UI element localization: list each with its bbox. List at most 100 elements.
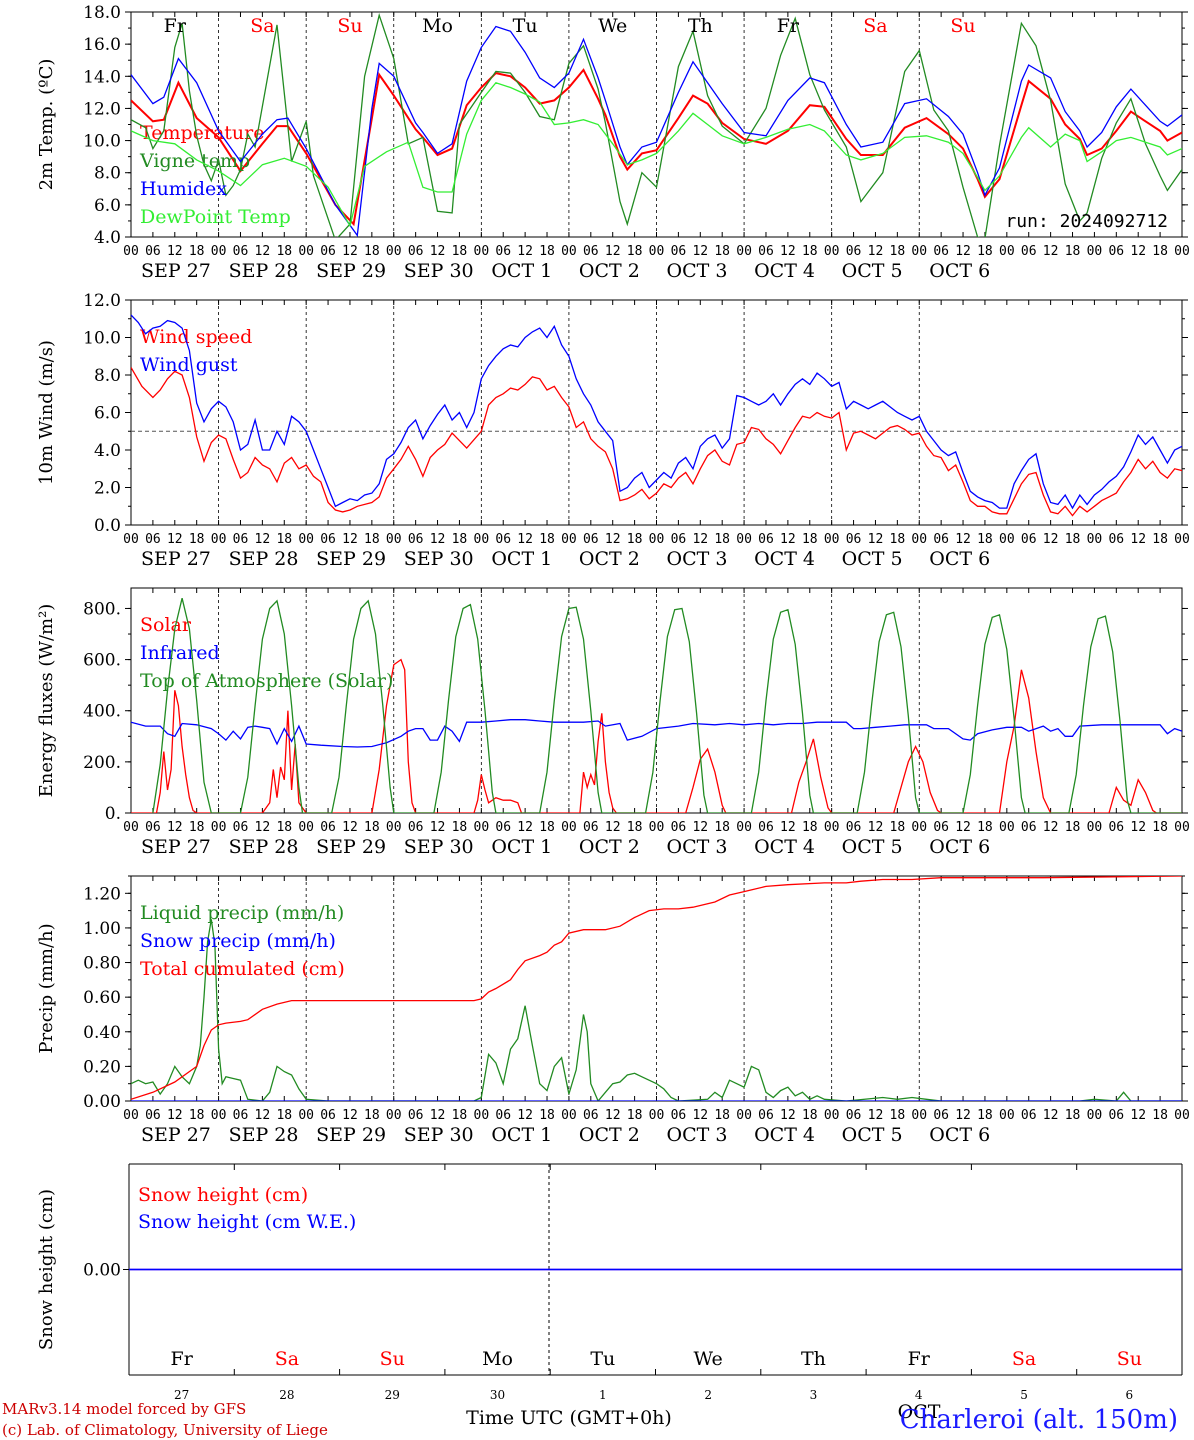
hour-tick-label: 18 (627, 532, 643, 547)
hour-tick-label: 12 (1130, 820, 1146, 835)
hour-tick-label: 00 (1087, 820, 1103, 835)
date-label: SEP 29 (316, 260, 386, 282)
hour-tick-label: 00 (474, 1108, 490, 1123)
hour-tick-label: 06 (583, 532, 599, 547)
series-top-of-atmosphere-solar-line (152, 598, 1182, 813)
day-abbr: Mo (482, 1348, 513, 1370)
hour-tick-label: 18 (890, 1108, 906, 1123)
hour-tick-label: 18 (890, 820, 906, 835)
day-abbr: Fr (171, 1348, 194, 1370)
hour-tick-label: 06 (495, 244, 511, 259)
hour-tick-label: 00 (824, 820, 840, 835)
hour-tick-label: 00 (123, 532, 139, 547)
hour-tick-label: 06 (846, 244, 862, 259)
hour-tick-label: 18 (627, 820, 643, 835)
y-tick-label: 0. (105, 804, 121, 824)
hour-tick-label: 18 (452, 532, 468, 547)
y-tick-label: 10.0 (83, 329, 121, 349)
y-tick-label: 800. (83, 599, 121, 619)
hour-tick-label: 18 (977, 820, 993, 835)
day-abbr: We (598, 15, 627, 37)
hour-tick-label: 00 (1174, 532, 1190, 547)
hour-tick-label: 00 (1174, 820, 1190, 835)
hour-tick-label: 00 (911, 532, 927, 547)
hour-tick-label: 12 (1130, 244, 1146, 259)
date-label: SEP 27 (141, 260, 211, 282)
day-abbr: Fr (164, 15, 187, 37)
hour-tick-label: 18 (276, 820, 292, 835)
hour-tick-label: 00 (386, 532, 402, 547)
series-dewpoint-temp-line (131, 81, 1182, 228)
hour-tick-label: 00 (736, 244, 752, 259)
day-number: 1 (599, 1388, 607, 1402)
day-number: 28 (279, 1388, 294, 1402)
hour-tick-label: 06 (933, 532, 949, 547)
hour-tick-label: 12 (605, 1108, 621, 1123)
y-tick-label: 0.40 (83, 1023, 121, 1043)
hour-tick-label: 06 (320, 532, 336, 547)
y-tick-label: 0.00 (83, 1261, 121, 1281)
hour-tick-label: 06 (145, 820, 161, 835)
legend-entry: Liquid precip (mm/h) (140, 902, 344, 924)
hour-tick-label: 18 (714, 820, 730, 835)
hour-tick-label: 00 (649, 1108, 665, 1123)
hour-tick-label: 12 (868, 820, 884, 835)
date-label: SEP 29 (316, 1124, 386, 1146)
hour-tick-label: 06 (846, 532, 862, 547)
hour-tick-label: 18 (802, 1108, 818, 1123)
y-tick-label: 2.0 (94, 479, 121, 499)
date-label: SEP 28 (229, 548, 299, 570)
hour-tick-label: 12 (780, 244, 796, 259)
y-axis-label: 10m Wind (m/s) (36, 340, 57, 485)
y-tick-label: 1.20 (83, 884, 121, 904)
legend-entry: Top of Atmosphere (Solar) (140, 670, 393, 692)
hour-tick-label: 00 (298, 532, 314, 547)
hour-tick-label: 00 (123, 1108, 139, 1123)
day-abbr: Fr (908, 1348, 931, 1370)
date-label: OCT 6 (929, 260, 990, 282)
panel-3: 00 06 12 18 00 06 12 18 00 06 12 18 00 06 12 18 00 06 12 18… (36, 587, 1190, 858)
y-tick-label: 18.0 (83, 3, 121, 23)
hour-tick-label: 12 (517, 1108, 533, 1123)
hour-tick-label: 06 (933, 820, 949, 835)
date-label: SEP 27 (141, 1124, 211, 1146)
hour-tick-label: 06 (495, 820, 511, 835)
day-abbr: Tu (590, 1348, 615, 1370)
hour-tick-label: 00 (123, 820, 139, 835)
hour-tick-label: 12 (255, 1108, 271, 1123)
hour-tick-label: 18 (539, 244, 555, 259)
hour-tick-label: 18 (452, 244, 468, 259)
hour-tick-label: 00 (211, 244, 227, 259)
date-label: OCT 4 (754, 260, 815, 282)
hour-tick-label: 00 (736, 820, 752, 835)
hour-tick-label: 12 (430, 244, 446, 259)
hour-tick-label: 12 (1043, 244, 1059, 259)
hour-tick-label: 18 (802, 820, 818, 835)
date-label: SEP 29 (316, 836, 386, 858)
day-number: 2 (704, 1388, 712, 1402)
date-label: OCT 2 (579, 836, 640, 858)
hour-tick-label: 06 (145, 244, 161, 259)
date-label: OCT 1 (491, 836, 552, 858)
hour-tick-label: 06 (846, 820, 862, 835)
hour-tick-label: 18 (539, 1108, 555, 1123)
lab-credit: (c) Lab. of Climatology, University of L… (2, 1421, 328, 1439)
hour-tick-label: 00 (649, 820, 665, 835)
hour-tick-label: 06 (408, 532, 424, 547)
day-number: 30 (490, 1388, 505, 1402)
y-tick-label: 12.0 (83, 99, 121, 119)
date-label: SEP 28 (229, 836, 299, 858)
hour-tick-label: 18 (890, 532, 906, 547)
day-number: 4 (915, 1388, 923, 1402)
model-credit: MARv3.14 model forced by GFS (2, 1400, 246, 1418)
hour-tick-label: 12 (1130, 532, 1146, 547)
hour-tick-label: 12 (955, 1108, 971, 1123)
y-tick-label: 4.0 (94, 441, 121, 461)
hour-tick-label: 00 (386, 1108, 402, 1123)
date-label: OCT 6 (929, 1124, 990, 1146)
hour-tick-label: 12 (955, 532, 971, 547)
hour-tick-label: 00 (474, 532, 490, 547)
day-abbr: Tu (513, 15, 538, 37)
hour-tick-label: 12 (605, 532, 621, 547)
